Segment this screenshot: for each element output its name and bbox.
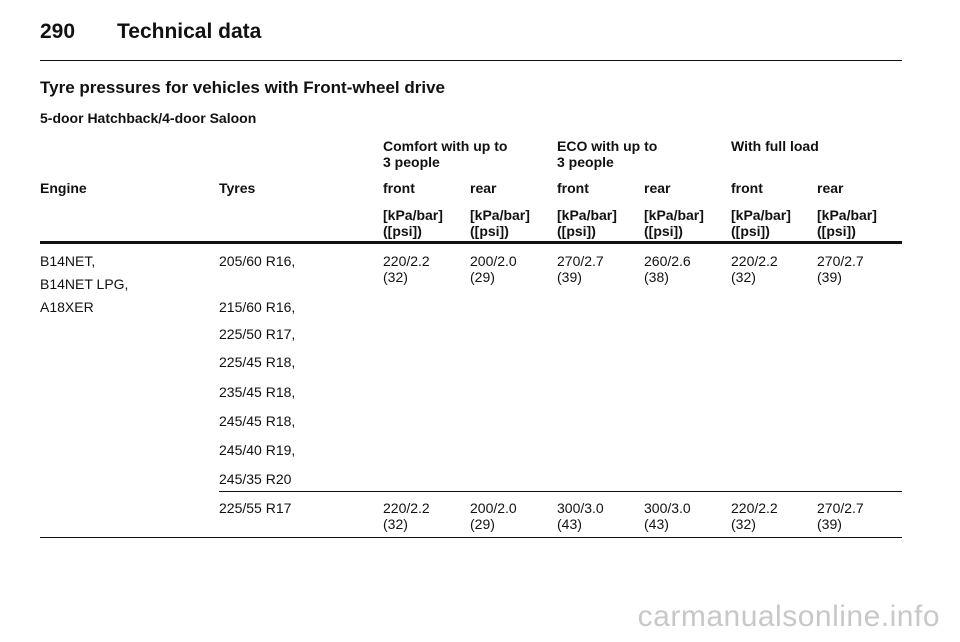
- group-header-line: 3 people: [383, 154, 440, 170]
- pressure-cell: 200/2.0 (29): [470, 253, 517, 285]
- pressure-kpa: 220/2.2: [731, 253, 778, 269]
- pressure-cell: 270/2.7 (39): [817, 500, 864, 532]
- pressure-psi: (29): [470, 269, 495, 285]
- pressure-cell: 260/2.6 (38): [644, 253, 691, 285]
- pressure-kpa: 300/3.0: [644, 500, 691, 516]
- pressure-psi: (32): [731, 269, 756, 285]
- pressure-psi: (43): [557, 516, 582, 532]
- col-header-comfort-front: front: [383, 180, 415, 196]
- unit-line: [kPa/bar]: [470, 207, 530, 223]
- col-header-eco-rear: rear: [644, 180, 671, 196]
- unit-line: [kPa/bar]: [557, 207, 617, 223]
- pressure-kpa: 200/2.0: [470, 500, 517, 516]
- tyre-cell: 245/40 R19,: [219, 442, 296, 458]
- pressure-psi: (32): [731, 516, 756, 532]
- pressure-psi: (32): [383, 269, 408, 285]
- col-header-eco-front: front: [557, 180, 589, 196]
- pressure-cell: 200/2.0 (29): [470, 500, 517, 532]
- subsection-title: 5-door Hatchback/4-door Saloon: [40, 110, 257, 126]
- pressure-cell: 300/3.0 (43): [644, 500, 691, 532]
- unit-header: [kPa/bar] ([psi]): [470, 207, 530, 239]
- group-header-comfort: Comfort with up to 3 people: [383, 138, 507, 170]
- unit-line: ([psi]): [731, 223, 770, 239]
- pressure-kpa: 220/2.2: [731, 500, 778, 516]
- engine-cell: B14NET LPG,: [40, 276, 129, 292]
- tyre-cell: 225/55 R17: [219, 500, 292, 516]
- engine-cell: A18XER: [40, 299, 94, 315]
- group-header-line: With full load: [731, 138, 819, 154]
- header-bottom-rule: [40, 241, 902, 244]
- tyre-cell: 215/60 R16,: [219, 299, 296, 315]
- pressure-kpa: 270/2.7: [557, 253, 604, 269]
- pressure-psi: (43): [644, 516, 669, 532]
- unit-line: [kPa/bar]: [731, 207, 791, 223]
- group-header-full-load: With full load: [731, 138, 819, 154]
- pressure-psi: (39): [557, 269, 582, 285]
- pressure-cell: 220/2.2 (32): [383, 500, 430, 532]
- pressure-cell: 270/2.7 (39): [557, 253, 604, 285]
- col-header-tyres: Tyres: [219, 180, 256, 196]
- page-number: 290: [40, 20, 76, 43]
- pressure-cell: 220/2.2 (32): [731, 500, 778, 532]
- unit-header: [kPa/bar] ([psi]): [731, 207, 791, 239]
- tyre-cell: 245/45 R18,: [219, 413, 296, 429]
- tyre-cell: 205/60 R16,: [219, 253, 296, 269]
- page-title: Technical data: [117, 20, 262, 43]
- unit-header: [kPa/bar] ([psi]): [557, 207, 617, 239]
- unit-line: ([psi]): [644, 223, 683, 239]
- section-title: Tyre pressures for vehicles with Front-w…: [40, 78, 445, 97]
- unit-line: ([psi]): [817, 223, 856, 239]
- tyre-cell: 225/45 R18,: [219, 354, 296, 370]
- pressure-kpa: 270/2.7: [817, 500, 864, 516]
- unit-header: [kPa/bar] ([psi]): [817, 207, 877, 239]
- tyre-cell: 225/50 R17,: [219, 326, 296, 342]
- pressure-kpa: 220/2.2: [383, 500, 430, 516]
- pressure-kpa: 220/2.2: [383, 253, 430, 269]
- pressure-psi: (32): [383, 516, 408, 532]
- unit-header: [kPa/bar] ([psi]): [644, 207, 704, 239]
- group-header-eco: ECO with up to 3 people: [557, 138, 657, 170]
- pressure-cell: 220/2.2 (32): [731, 253, 778, 285]
- unit-line: [kPa/bar]: [383, 207, 443, 223]
- header-rule: [40, 60, 902, 61]
- col-header-full-front: front: [731, 180, 763, 196]
- col-header-comfort-rear: rear: [470, 180, 497, 196]
- unit-line: [kPa/bar]: [644, 207, 704, 223]
- unit-line: [kPa/bar]: [817, 207, 877, 223]
- unit-line: ([psi]): [470, 223, 509, 239]
- pressure-cell: 270/2.7 (39): [817, 253, 864, 285]
- group-header-line: ECO with up to: [557, 138, 658, 154]
- pressure-psi: (39): [817, 516, 842, 532]
- pressure-cell: 300/3.0 (43): [557, 500, 604, 532]
- group-header-line: 3 people: [557, 154, 614, 170]
- unit-line: ([psi]): [383, 223, 422, 239]
- row-divider: [219, 491, 902, 492]
- tyre-cell: 235/45 R18,: [219, 384, 296, 400]
- pressure-kpa: 260/2.6: [644, 253, 691, 269]
- pressure-psi: (38): [644, 269, 669, 285]
- group-header-line: Comfort with up to: [383, 138, 508, 154]
- unit-header: [kPa/bar] ([psi]): [383, 207, 443, 239]
- tyre-cell: 245/35 R20: [219, 471, 292, 487]
- pressure-cell: 220/2.2 (32): [383, 253, 430, 285]
- watermark: carmanualsonline.info: [637, 600, 940, 633]
- col-header-engine: Engine: [40, 180, 87, 196]
- pressure-kpa: 300/3.0: [557, 500, 604, 516]
- pressure-psi: (39): [817, 269, 842, 285]
- pressure-psi: (29): [470, 516, 495, 532]
- col-header-full-rear: rear: [817, 180, 844, 196]
- pressure-kpa: 270/2.7: [817, 253, 864, 269]
- engine-cell: B14NET,: [40, 253, 96, 269]
- unit-line: ([psi]): [557, 223, 596, 239]
- pressure-kpa: 200/2.0: [470, 253, 517, 269]
- table-bottom-rule: [40, 537, 902, 538]
